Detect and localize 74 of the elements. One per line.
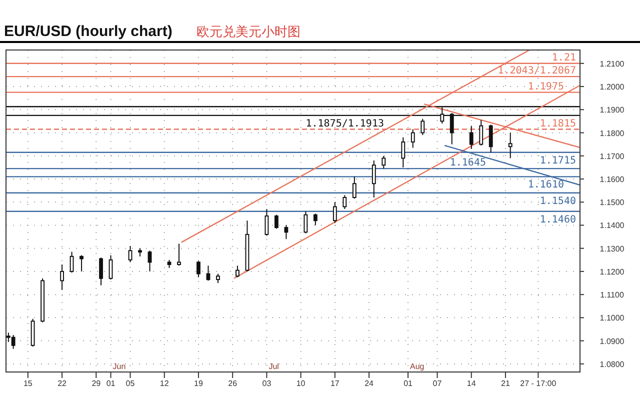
candlestick bbox=[236, 265, 240, 278]
candlestick bbox=[342, 194, 347, 210]
y-tick-label: 1.1100 bbox=[600, 290, 624, 300]
ref-line-label: 1.1460 bbox=[540, 214, 576, 226]
candlestick bbox=[80, 254, 84, 272]
x-tick-label: 01 bbox=[106, 379, 116, 388]
y-tick-label: 1.1800 bbox=[600, 128, 625, 138]
x-tick-label: 05 bbox=[126, 379, 136, 388]
candlestick bbox=[382, 155, 386, 170]
candlestick bbox=[216, 273, 220, 284]
candlestick bbox=[313, 213, 318, 226]
candlestick bbox=[304, 210, 308, 234]
candlestick bbox=[128, 246, 132, 263]
x-tick-label: 15 bbox=[23, 379, 33, 388]
x-tick-label: 24 bbox=[364, 379, 374, 388]
x-tick-label: 21 bbox=[501, 379, 510, 388]
y-tick-label: 1.0800 bbox=[600, 360, 625, 369]
ref-line-label: 1.1875/1.1913 bbox=[306, 118, 384, 130]
candlestick bbox=[99, 257, 103, 286]
candlestick bbox=[372, 160, 376, 198]
candlestick bbox=[284, 224, 288, 240]
y-tick-label: 1.1300 bbox=[600, 244, 625, 254]
ref-line-label: 1.21 bbox=[552, 52, 576, 64]
ref-line-label: 1.2043/1.2067 bbox=[498, 66, 576, 77]
x-tick-label: 03 bbox=[262, 379, 272, 388]
x-tick-label: 14 bbox=[466, 379, 476, 388]
x-tick-label: 12 bbox=[160, 379, 170, 388]
candlestick bbox=[420, 118, 425, 136]
candlestick bbox=[479, 120, 484, 146]
x-tick-label: 29 bbox=[92, 379, 102, 388]
y-tick-label: 1.1500 bbox=[600, 198, 625, 208]
annotation: Aug bbox=[410, 362, 424, 371]
ref-line-label: 1.1815 bbox=[540, 118, 576, 130]
candlestick bbox=[508, 132, 512, 159]
candlestick bbox=[148, 250, 152, 272]
candlestick bbox=[469, 125, 474, 150]
y-tick-label: 1.0900 bbox=[600, 336, 625, 346]
x-tick-label: 10 bbox=[296, 379, 306, 388]
annotation: Jun bbox=[112, 362, 126, 371]
candlestick bbox=[196, 260, 200, 278]
y-tick-label: 1.2100 bbox=[600, 59, 625, 68]
x-tick-label: 17 bbox=[330, 379, 340, 388]
x-tick-label: 19 bbox=[194, 379, 204, 388]
x-tick-label: 22 bbox=[58, 379, 68, 388]
candlestick bbox=[410, 128, 415, 148]
x-tick-label: 01 bbox=[404, 379, 414, 388]
ref-line-label: 1.1540 bbox=[540, 196, 576, 207]
ref-line-label: 1.1715 bbox=[540, 155, 576, 166]
ref-line-label: 1.1975 bbox=[528, 81, 564, 92]
y-tick-label: 1.1600 bbox=[600, 174, 625, 184]
chart-subtitle: 欧元兑美元小时图 bbox=[196, 24, 300, 39]
candlestick bbox=[274, 214, 278, 230]
candlestick bbox=[70, 251, 74, 274]
y-tick-label: 1.1900 bbox=[600, 106, 625, 115]
x-tick-label: 26 bbox=[228, 379, 238, 388]
candlestick bbox=[108, 254, 113, 280]
candlestick bbox=[488, 124, 493, 153]
y-tick-label: 1.1700 bbox=[600, 152, 625, 161]
candlestick bbox=[332, 202, 337, 224]
y-tick-label: 1.1400 bbox=[600, 221, 625, 230]
candlestick bbox=[401, 136, 406, 168]
x-tick-label: 07 bbox=[432, 379, 442, 388]
chart-title: EUR/USD (hourly chart) bbox=[4, 23, 172, 40]
y-tick-label: 1.2000 bbox=[600, 82, 625, 92]
candlestick bbox=[264, 208, 269, 236]
x-tick-label: 27 - 17:00 bbox=[520, 379, 557, 388]
y-tick-label: 1.1200 bbox=[600, 267, 625, 276]
ref-line-label: 1.1645 bbox=[450, 158, 486, 169]
ref-line-label: 1.1610 bbox=[528, 180, 564, 191]
candlestick bbox=[352, 176, 356, 200]
annotation: Jul bbox=[268, 362, 280, 371]
y-tick-label: 1.1000 bbox=[600, 314, 625, 323]
candlestick bbox=[60, 264, 64, 290]
candlestick bbox=[177, 243, 181, 266]
